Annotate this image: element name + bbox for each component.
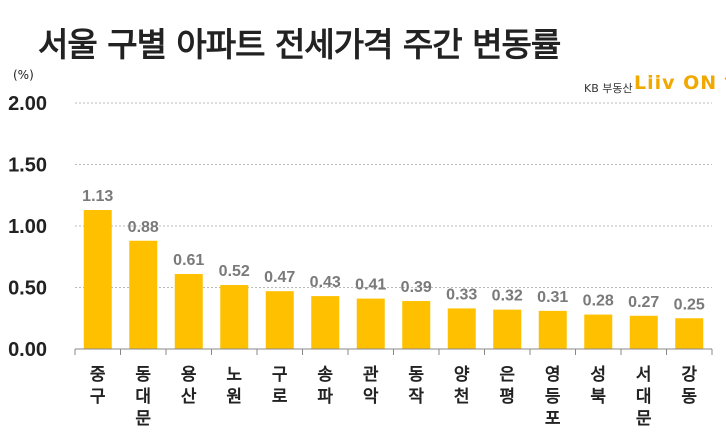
grid-lines bbox=[75, 102, 712, 288]
bar bbox=[584, 314, 613, 349]
data-label: 0.32 bbox=[492, 288, 523, 305]
brand-prefix: KB 부동산 bbox=[584, 82, 633, 95]
data-label: 0.47 bbox=[264, 269, 295, 286]
bar bbox=[675, 318, 704, 349]
bar bbox=[220, 285, 249, 349]
y-tick-label: 1.00 bbox=[8, 216, 47, 238]
bar bbox=[129, 240, 158, 349]
liiv-on-logo: Liiv ON bbox=[634, 72, 726, 98]
data-label: 0.27 bbox=[628, 294, 659, 311]
brand-logo-text: Liiv ON bbox=[634, 72, 718, 94]
x-axis bbox=[74, 348, 713, 355]
brand-logo: KB 부동산 Liiv ON bbox=[584, 72, 726, 98]
value-labels: 1.13 0.88 0.61 0.52 0.47 0.43 0.41 0.39 0.33 0.32… bbox=[82, 188, 705, 313]
y-tick-label: 1.50 bbox=[8, 155, 47, 177]
data-label: 0.28 bbox=[583, 293, 614, 310]
bar bbox=[402, 301, 431, 349]
data-label: 0.41 bbox=[355, 277, 386, 294]
data-label: 0.33 bbox=[446, 286, 477, 303]
data-label: 1.13 bbox=[82, 188, 113, 205]
bar bbox=[447, 308, 476, 349]
data-label: 0.52 bbox=[219, 263, 250, 280]
data-label: 0.61 bbox=[173, 252, 204, 269]
y-unit-label: (%) bbox=[13, 68, 34, 82]
bar bbox=[83, 210, 112, 349]
data-label: 0.25 bbox=[674, 296, 705, 313]
data-label: 0.39 bbox=[401, 279, 432, 296]
bar bbox=[265, 291, 294, 349]
y-tick-label: 0.50 bbox=[8, 278, 47, 300]
y-tick-label: 2.00 bbox=[8, 93, 47, 115]
bar bbox=[356, 298, 385, 349]
data-label: 0.43 bbox=[310, 274, 341, 291]
bar bbox=[174, 273, 203, 349]
bar bbox=[493, 309, 522, 349]
bar bbox=[538, 310, 567, 349]
bars bbox=[83, 210, 704, 349]
chart-title: 서울 구별 아파트 전세가격 주간 변동률 bbox=[38, 25, 561, 64]
bar bbox=[311, 296, 340, 349]
y-axis-ticks: 0.00 0.50 1.00 1.50 2.00 bbox=[8, 93, 47, 361]
y-tick-label: 0.00 bbox=[8, 339, 47, 361]
data-label: 0.31 bbox=[537, 289, 568, 306]
data-label: 0.88 bbox=[128, 219, 159, 236]
bar bbox=[629, 315, 658, 349]
x-axis-categories: 중 구 동 대 문 용 산 노 원 구 로 송 파 관 악 동 작 양 천 은 평 영 등 포 성 북 서 대 문 강 동 bbox=[90, 365, 698, 429]
